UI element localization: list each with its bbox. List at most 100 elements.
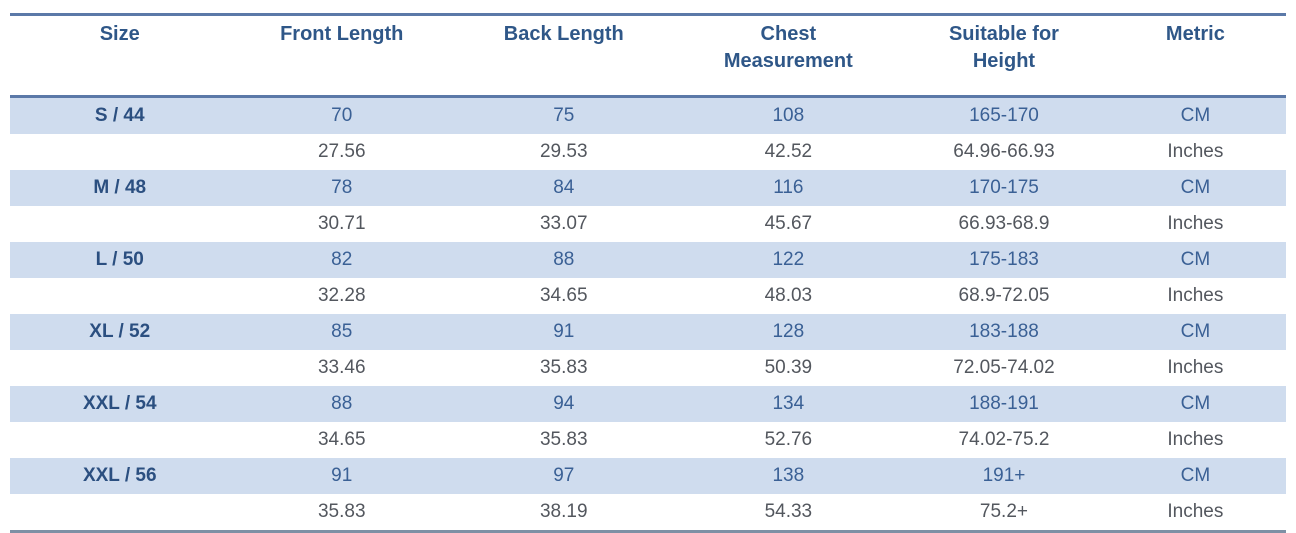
- metric-cell: Inches: [1167, 429, 1224, 450]
- height-cell: 170-175: [969, 177, 1039, 198]
- size-cell: XXL / 56: [82, 465, 157, 486]
- size-cell: [10, 350, 229, 386]
- table-row-s44-cm: S / 44 70 75 108 165-170 CM: [10, 96, 1286, 134]
- header-label-suitable-height: Suitable for Height: [948, 23, 1059, 72]
- size-cell: [10, 278, 229, 314]
- height-cell: 66.93-68.9: [958, 213, 1050, 234]
- chest-cell: 122: [772, 249, 805, 270]
- back-length-cell: 97: [553, 465, 575, 486]
- header-cell-front-length: Front Length: [229, 14, 455, 98]
- metric-cell: CM: [1180, 465, 1211, 486]
- front-length-cell: 91: [331, 465, 353, 486]
- chest-cell: 116: [773, 177, 804, 198]
- metric-cell: Inches: [1167, 213, 1224, 234]
- table-row-xxl56-cm: XXL / 56 91 97 138 191+ CM: [10, 458, 1286, 494]
- back-length-cell: 38.19: [539, 501, 588, 522]
- metric-cell: Inches: [1167, 501, 1224, 522]
- height-cell: 191+: [982, 465, 1026, 486]
- table-row-xl52-cm: XL / 52 85 91 128 183-188 CM: [10, 314, 1286, 350]
- front-length-cell: 70: [331, 105, 353, 126]
- back-length-cell: 35.83: [539, 357, 588, 378]
- header-cell-back-length: Back Length: [454, 14, 674, 98]
- back-length-cell: 29.53: [539, 141, 588, 162]
- header-cell-metric: Metric: [1104, 14, 1286, 98]
- table-row-xxl54-cm: XXL / 54 88 94 134 188-191 CM: [10, 386, 1286, 422]
- table-header: Size Front Length Back Length Chest Meas…: [10, 14, 1286, 98]
- front-length-cell: 33.46: [317, 357, 366, 378]
- size-cell: [10, 206, 229, 242]
- table-row-l50-inches: 32.28 34.65 48.03 68.9-72.05 Inches: [10, 278, 1286, 314]
- chest-cell: 52.76: [764, 429, 813, 450]
- header-label-front-length: Front Length: [280, 23, 404, 45]
- metric-cell: CM: [1180, 177, 1211, 198]
- chest-cell: 50.39: [764, 357, 813, 378]
- header-label-size: Size: [99, 23, 140, 45]
- chest-cell: 134: [772, 393, 805, 414]
- size-cell: S / 44: [94, 105, 145, 126]
- height-cell: 183-188: [969, 321, 1039, 342]
- header-cell-suitable-height: Suitable for Height: [903, 14, 1105, 98]
- back-length-cell: 88: [553, 249, 575, 270]
- header-cell-chest-measurement: Chest Measurement: [673, 14, 904, 98]
- header-label-chest-measurement: Chest Measurement: [723, 23, 853, 72]
- chest-cell: 45.67: [764, 213, 813, 234]
- header-row: Size Front Length Back Length Chest Meas…: [10, 14, 1286, 98]
- front-length-cell: 32.28: [317, 285, 366, 306]
- chest-cell: 138: [772, 465, 805, 486]
- header-label-metric: Metric: [1165, 23, 1225, 45]
- chest-cell: 54.33: [764, 501, 813, 522]
- size-cell: XL / 52: [89, 321, 151, 342]
- metric-cell: CM: [1180, 105, 1211, 126]
- table-row-l50-cm: L / 50 82 88 122 175-183 CM: [10, 242, 1286, 278]
- front-length-cell: 34.65: [317, 429, 366, 450]
- front-length-cell: 27.56: [317, 141, 366, 162]
- table-row-xxl54-inches: 34.65 35.83 52.76 74.02-75.2 Inches: [10, 422, 1286, 458]
- front-length-cell: 88: [331, 393, 353, 414]
- table-row-xl52-inches: 33.46 35.83 50.39 72.05-74.02 Inches: [10, 350, 1286, 386]
- height-cell: 72.05-74.02: [953, 357, 1055, 378]
- table-row-xxl56-inches: 35.83 38.19 54.33 75.2+ Inches: [10, 494, 1286, 532]
- metric-cell: Inches: [1167, 357, 1224, 378]
- chest-cell: 128: [772, 321, 805, 342]
- height-cell: 175-183: [969, 249, 1039, 270]
- size-chart-container: Size Front Length Back Length Chest Meas…: [10, 13, 1286, 533]
- size-cell: M / 48: [93, 177, 147, 198]
- table-row-m48-cm: M / 48 78 84 116 170-175 CM: [10, 170, 1286, 206]
- table-body: S / 44 70 75 108 165-170 CM 27.56 29.53 …: [10, 96, 1286, 532]
- back-length-cell: 84: [553, 177, 575, 198]
- back-length-cell: 94: [553, 393, 575, 414]
- metric-cell: CM: [1180, 393, 1211, 414]
- height-cell: 75.2+: [979, 501, 1028, 522]
- metric-cell: CM: [1180, 249, 1211, 270]
- height-cell: 165-170: [969, 105, 1039, 126]
- size-chart-table: Size Front Length Back Length Chest Meas…: [10, 13, 1286, 533]
- back-length-cell: 34.65: [539, 285, 588, 306]
- front-length-cell: 30.71: [317, 213, 366, 234]
- chest-cell: 108: [772, 105, 805, 126]
- size-cell: L / 50: [95, 249, 144, 270]
- header-cell-size: Size: [10, 14, 230, 98]
- table-row-s44-inches: 27.56 29.53 42.52 64.96-66.93 Inches: [10, 134, 1286, 170]
- size-cell: [10, 422, 229, 458]
- front-length-cell: 82: [331, 249, 353, 270]
- front-length-cell: 35.83: [317, 501, 366, 522]
- height-cell: 188-191: [969, 393, 1039, 414]
- height-cell: 74.02-75.2: [958, 429, 1050, 450]
- height-cell: 64.96-66.93: [953, 141, 1055, 162]
- header-label-back-length: Back Length: [503, 23, 624, 45]
- size-cell: XXL / 54: [82, 393, 157, 414]
- metric-cell: Inches: [1167, 285, 1224, 306]
- back-length-cell: 33.07: [539, 213, 588, 234]
- size-cell: [10, 494, 229, 532]
- back-length-cell: 75: [553, 105, 575, 126]
- metric-cell: Inches: [1167, 141, 1224, 162]
- chest-cell: 48.03: [764, 285, 813, 306]
- metric-cell: CM: [1180, 321, 1211, 342]
- size-cell: [10, 134, 229, 170]
- table-row-m48-inches: 30.71 33.07 45.67 66.93-68.9 Inches: [10, 206, 1286, 242]
- chest-cell: 42.52: [764, 141, 813, 162]
- front-length-cell: 85: [331, 321, 353, 342]
- front-length-cell: 78: [331, 177, 353, 198]
- back-length-cell: 35.83: [539, 429, 588, 450]
